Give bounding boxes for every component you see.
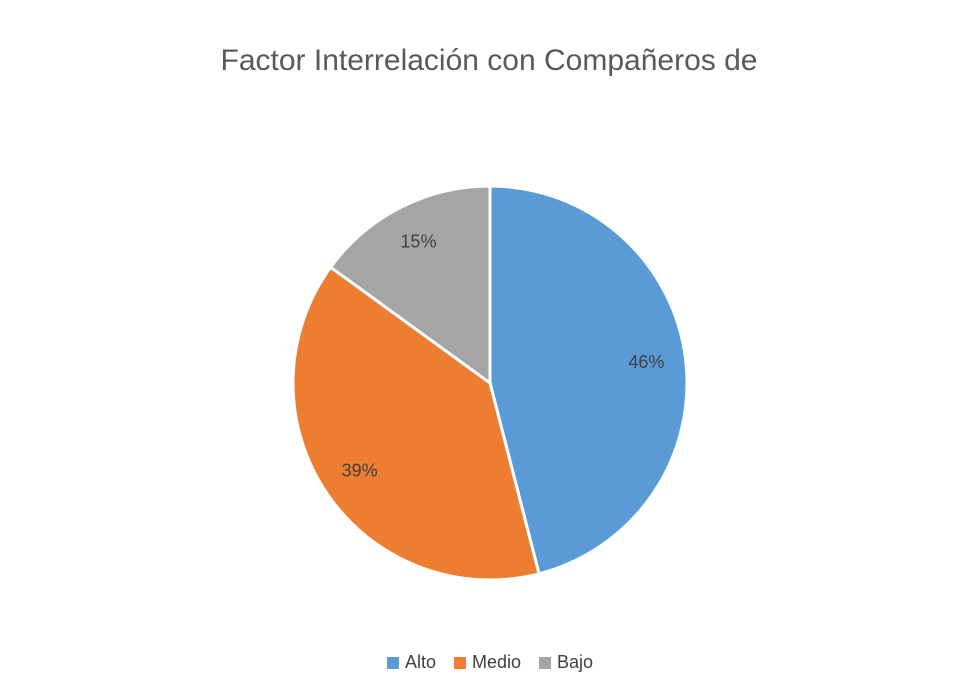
legend-swatch [386, 657, 399, 669]
pie-slice [291, 265, 541, 582]
legend-swatch [539, 657, 552, 669]
legend-label: Alto [405, 652, 436, 672]
pie-slice [328, 184, 492, 386]
legend-swatch [453, 657, 466, 669]
data-label: 15% [400, 231, 436, 251]
data-label: 39% [342, 460, 378, 480]
pie-slice [488, 184, 689, 576]
chart-title: Factor Interrelación con Compañeros de [220, 44, 758, 77]
legend-label: Bajo [557, 652, 593, 672]
legend-label: Medio [472, 652, 521, 672]
data-label: 46% [628, 352, 664, 372]
